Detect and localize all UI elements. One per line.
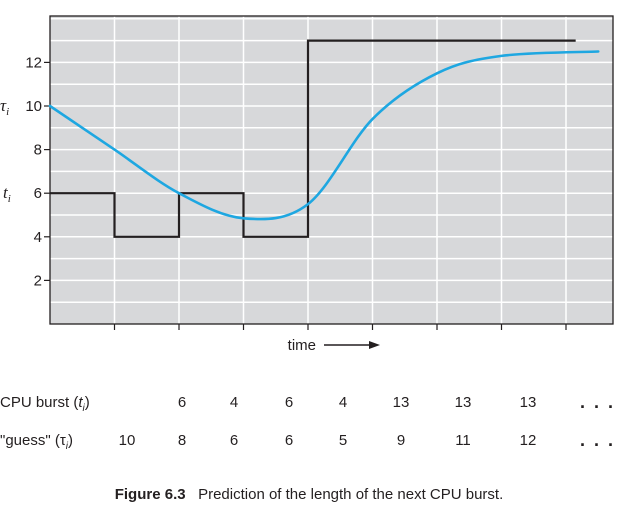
burst-value-cell: 4 xyxy=(229,394,239,411)
burst-value-cell: 6 xyxy=(177,394,187,411)
y-tick-label: 12 xyxy=(25,54,42,71)
figure-caption-text: Prediction of the length of the next CPU… xyxy=(198,486,504,503)
burst-value-cell: 6 xyxy=(284,394,294,411)
cpu-burst-series xyxy=(50,39,576,238)
y-tick-label: 6 xyxy=(34,185,42,202)
x-axis-label: time xyxy=(288,337,316,354)
plot-frame xyxy=(49,15,614,325)
y-tick-label: 2 xyxy=(34,272,42,289)
guess-ellipsis: . . . xyxy=(580,430,616,450)
guess-value-cell: 6 xyxy=(284,432,294,449)
guess-value-cell: 8 xyxy=(177,432,187,449)
y-tick-label: 8 xyxy=(34,142,42,159)
t-axis-label: ti xyxy=(3,183,11,205)
burst-value-cell: 13 xyxy=(519,394,537,411)
y-tick-label: 10 xyxy=(25,98,42,115)
burst-value-cell: 13 xyxy=(392,394,410,411)
y-tick-label: 4 xyxy=(34,229,42,246)
guess-value-cell: 11 xyxy=(455,432,471,449)
guess-value-cell: 6 xyxy=(229,432,239,449)
guess-value-cell: 5 xyxy=(338,432,348,449)
figure-number: Figure 6.3 xyxy=(114,486,186,503)
cpu-burst-row-label: CPU burst (ti) xyxy=(0,394,90,414)
guess-row-label: "guess" (τi) xyxy=(0,432,74,452)
guess-value-cell: 12 xyxy=(519,432,537,449)
guess-value-cell: 9 xyxy=(396,432,406,449)
burst-ellipsis: . . . xyxy=(580,392,616,412)
guess-series xyxy=(48,50,600,221)
time-arrow-head xyxy=(369,341,380,349)
burst-value-cell: 13 xyxy=(454,394,472,411)
figure-caption: Figure 6.3 Prediction of the length of t… xyxy=(0,486,618,503)
burst-prediction-chart: 2 4 6 8 10 12 τi ti time xyxy=(0,15,614,354)
burst-value-cell: 4 xyxy=(338,394,348,411)
guess-value-cell: 10 xyxy=(118,432,136,449)
tau-axis-label: τi xyxy=(0,96,9,118)
